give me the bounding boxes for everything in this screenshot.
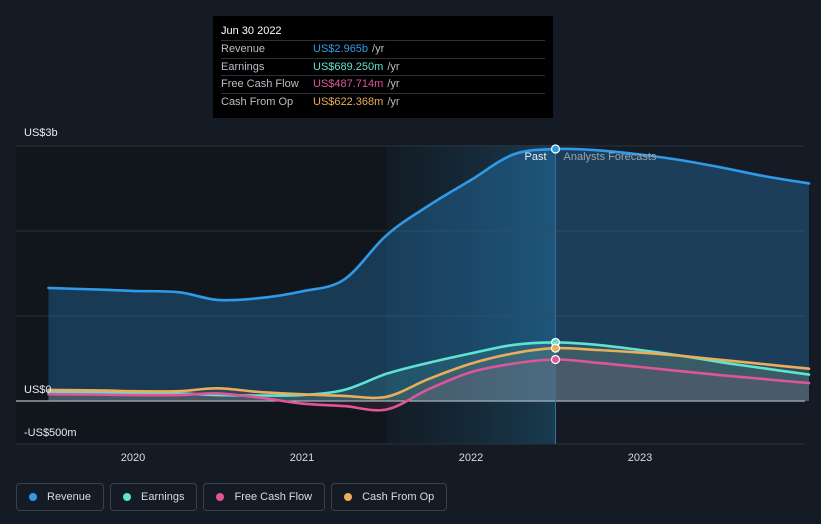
tooltip-row-cash-from-op: Cash From Op US$622.368m /yr xyxy=(221,94,545,112)
highlight-region xyxy=(386,145,556,444)
legend-label: Free Cash Flow xyxy=(234,491,313,503)
legend-item-free-cash-flow[interactable]: Free Cash Flow xyxy=(203,483,326,511)
series-marker-revenue[interactable] xyxy=(550,144,561,154)
past-label: Past xyxy=(524,151,546,163)
y-tick-label: US$0 xyxy=(24,384,52,396)
legend-dot-icon xyxy=(216,493,225,501)
x-tick-label: 2023 xyxy=(628,452,652,464)
legend-dot-icon xyxy=(123,493,132,501)
legend-dot-icon xyxy=(29,493,37,501)
tooltip-value: US$487.714m xyxy=(313,78,384,90)
gridlines xyxy=(16,145,805,445)
y-tick-label: -US$500m xyxy=(24,427,77,439)
tooltip-row-revenue: Revenue US$2.965b /yr xyxy=(221,41,545,59)
tooltip-label: Cash From Op xyxy=(221,95,294,108)
legend-item-cash-from-op[interactable]: Cash From Op xyxy=(331,483,448,511)
tooltip-value: US$689.250m xyxy=(313,60,384,73)
x-tick-label: 2022 xyxy=(459,452,483,464)
tooltip-label: Earnings xyxy=(221,60,265,73)
series-area-earnings xyxy=(48,342,809,401)
tooltip-unit: /yr xyxy=(387,60,400,73)
series-area-free-cash-flow xyxy=(48,359,809,411)
tooltip-row-free-cash-flow: Free Cash Flow US$487.714m /yr xyxy=(221,76,545,94)
series-markers xyxy=(550,144,561,365)
legend-label: Revenue xyxy=(47,491,92,503)
legend-item-earnings[interactable]: Earnings xyxy=(110,483,198,511)
y-axis-labels: US$3b US$0 -US$500m xyxy=(24,127,77,439)
tooltip-date: Jun 30 2022 xyxy=(221,24,545,41)
tooltip-unit: /yr xyxy=(372,43,385,55)
series-area-cash-from-op xyxy=(48,348,809,401)
series-line-cash-from-op[interactable] xyxy=(47,346,811,400)
legend-dot-icon xyxy=(344,493,353,501)
series-area-revenue xyxy=(48,148,809,401)
tooltip-value: US$622.368m xyxy=(313,95,384,108)
tooltip-label: Free Cash Flow xyxy=(221,78,299,90)
tooltip-row-earnings: Earnings US$689.250m /yr xyxy=(221,59,545,76)
series-line-free-cash-flow[interactable] xyxy=(47,358,811,412)
tooltip: Jun 30 2022 Revenue US$2.965b /yr Earnin… xyxy=(213,16,553,118)
series-marker-free-cash-flow[interactable] xyxy=(550,354,561,365)
legend-item-revenue[interactable]: Revenue xyxy=(16,483,105,511)
legend-label: Cash From Op xyxy=(362,491,435,503)
tooltip-unit: /yr xyxy=(387,78,400,90)
tooltip-value: US$2.965b xyxy=(313,43,369,55)
legend: Revenue Earnings Free Cash Flow Cash Fro… xyxy=(16,483,448,511)
legend-label: Earnings xyxy=(141,491,185,503)
tooltip-label: Revenue xyxy=(221,43,266,55)
series-lines xyxy=(47,147,811,412)
x-axis-labels: 2020 2021 2022 2023 xyxy=(121,452,652,464)
series-line-revenue[interactable] xyxy=(47,147,811,302)
y-tick-label: US$3b xyxy=(24,127,58,139)
series-areas xyxy=(48,148,809,411)
series-marker-cash-from-op[interactable] xyxy=(550,343,561,353)
tooltip-unit: /yr xyxy=(387,95,400,108)
x-tick-label: 2020 xyxy=(121,452,145,464)
x-tick-label: 2021 xyxy=(290,452,314,464)
forecast-label: Analysts Forecasts xyxy=(564,151,657,163)
